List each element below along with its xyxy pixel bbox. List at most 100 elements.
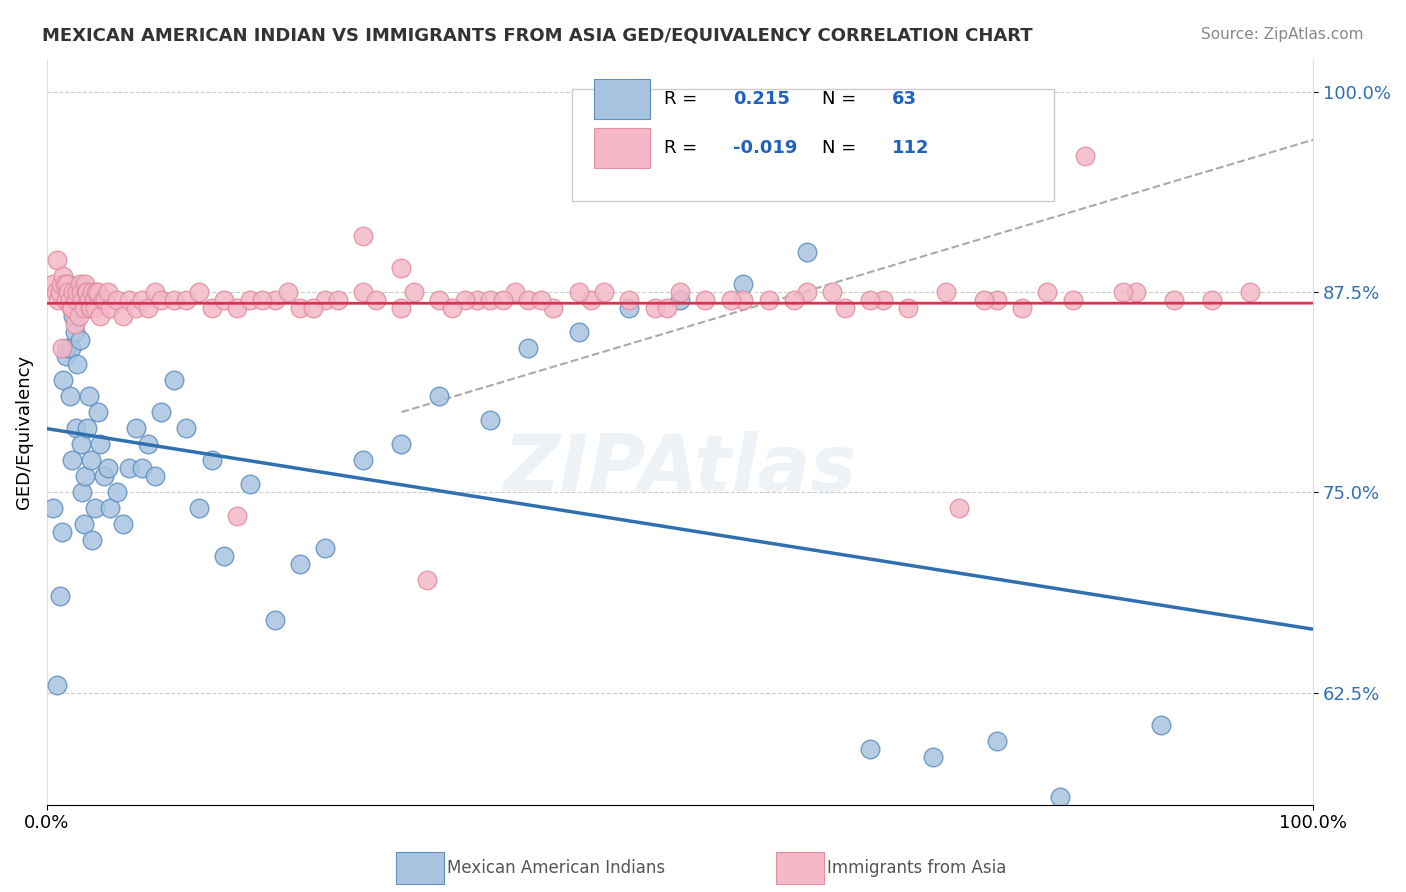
- Point: [1074, 149, 1097, 163]
- Point: [69, 333, 91, 347]
- Point: [51, 341, 73, 355]
- Point: [42, 277, 65, 291]
- Point: [986, 733, 1008, 747]
- Point: [51, 525, 73, 540]
- Text: R =: R =: [664, 139, 703, 157]
- Point: [301, 301, 323, 315]
- Point: [72, 485, 94, 500]
- FancyBboxPatch shape: [593, 79, 650, 120]
- Point: [200, 453, 222, 467]
- FancyBboxPatch shape: [593, 128, 650, 169]
- Point: [225, 301, 247, 315]
- Point: [66, 357, 89, 371]
- Point: [45, 285, 67, 299]
- Point: [162, 293, 184, 307]
- Y-axis label: GED/Equivalency: GED/Equivalency: [15, 355, 32, 509]
- Point: [1150, 717, 1173, 731]
- Point: [1125, 285, 1147, 299]
- Point: [65, 421, 87, 435]
- Point: [49, 277, 72, 291]
- Point: [55, 349, 77, 363]
- Point: [619, 301, 641, 315]
- Point: [174, 421, 197, 435]
- Point: [187, 501, 209, 516]
- Point: [695, 293, 717, 307]
- Point: [79, 301, 101, 315]
- Point: [84, 285, 107, 299]
- FancyBboxPatch shape: [572, 89, 1053, 202]
- Point: [83, 293, 105, 307]
- Point: [644, 301, 666, 315]
- Point: [872, 293, 894, 307]
- Point: [505, 285, 527, 299]
- Point: [62, 285, 84, 299]
- Point: [429, 389, 451, 403]
- Point: [94, 293, 117, 307]
- Point: [416, 574, 439, 588]
- Point: [619, 293, 641, 307]
- Point: [56, 341, 79, 355]
- Point: [543, 301, 565, 315]
- Point: [276, 285, 298, 299]
- Point: [492, 293, 515, 307]
- Point: [720, 293, 742, 307]
- Point: [118, 293, 141, 307]
- Point: [86, 285, 108, 299]
- Point: [353, 285, 375, 299]
- Point: [568, 325, 591, 339]
- Point: [89, 309, 111, 323]
- Point: [212, 549, 235, 564]
- Point: [581, 293, 603, 307]
- Point: [986, 293, 1008, 307]
- Point: [315, 293, 337, 307]
- Point: [1112, 285, 1135, 299]
- Point: [73, 469, 96, 483]
- Point: [52, 268, 75, 283]
- Point: [238, 293, 260, 307]
- Point: [91, 293, 114, 307]
- Point: [56, 277, 79, 291]
- Point: [60, 301, 83, 315]
- Point: [82, 285, 104, 299]
- Point: [263, 614, 285, 628]
- Point: [479, 293, 502, 307]
- Point: [657, 301, 679, 315]
- Point: [80, 301, 103, 315]
- Point: [65, 293, 87, 307]
- Point: [859, 741, 882, 756]
- Point: [859, 293, 882, 307]
- Point: [593, 285, 616, 299]
- Point: [1201, 293, 1223, 307]
- Point: [53, 277, 76, 291]
- Point: [922, 749, 945, 764]
- Text: R =: R =: [664, 90, 703, 108]
- Point: [315, 541, 337, 556]
- Point: [935, 285, 957, 299]
- Point: [75, 285, 97, 299]
- Point: [63, 317, 86, 331]
- Point: [82, 533, 104, 548]
- Point: [76, 421, 98, 435]
- Point: [149, 405, 172, 419]
- Point: [733, 277, 755, 291]
- Point: [1036, 285, 1059, 299]
- Point: [973, 293, 995, 307]
- Point: [86, 405, 108, 419]
- Point: [52, 373, 75, 387]
- Point: [796, 285, 818, 299]
- Point: [84, 301, 107, 315]
- Point: [250, 293, 273, 307]
- Point: [48, 285, 70, 299]
- Point: [1239, 285, 1261, 299]
- Point: [733, 293, 755, 307]
- Point: [353, 453, 375, 467]
- Point: [59, 341, 82, 355]
- Point: [67, 309, 90, 323]
- Point: [517, 341, 540, 355]
- Point: [796, 244, 818, 259]
- Text: N =: N =: [823, 139, 862, 157]
- Point: [70, 285, 93, 299]
- Point: [834, 301, 856, 315]
- Text: Source: ZipAtlas.com: Source: ZipAtlas.com: [1201, 27, 1364, 42]
- Text: Mexican American Indians: Mexican American Indians: [447, 859, 665, 877]
